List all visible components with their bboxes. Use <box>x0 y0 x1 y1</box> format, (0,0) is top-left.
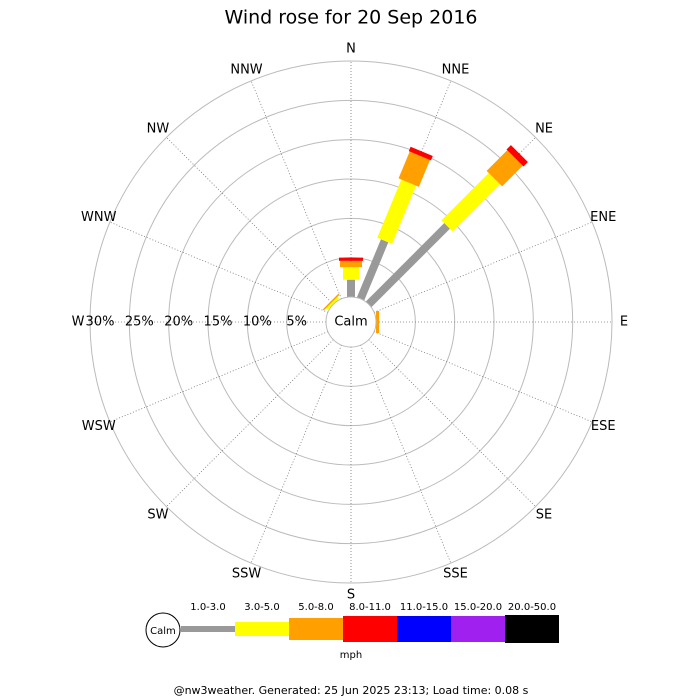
bar-segment <box>343 267 359 280</box>
direction-label: W <box>72 315 85 330</box>
legend-swatch <box>343 616 397 642</box>
legend-label: 15.0-20.0 <box>454 602 502 613</box>
bar-segment <box>376 311 380 333</box>
spoke <box>166 137 334 305</box>
grid-ring <box>89 60 613 584</box>
chart-title: Wind rose for 20 Sep 2016 <box>224 7 477 29</box>
bar-segment <box>325 296 339 310</box>
r-tick-label: 15% <box>204 315 233 330</box>
r-tick-label: 20% <box>164 315 193 330</box>
bar-segment <box>506 145 528 167</box>
bar-segment <box>340 260 362 268</box>
spoke <box>373 221 593 313</box>
direction-label: WSW <box>82 419 116 434</box>
calm-label: Calm <box>334 315 367 330</box>
spoke <box>360 344 452 564</box>
direction-label: ESE <box>591 419 616 434</box>
bar-segment <box>339 257 363 261</box>
direction-label: ENE <box>590 210 616 225</box>
legend-calm-label: Calm <box>150 626 176 637</box>
bar-segment <box>377 179 417 244</box>
legend-swatch <box>181 626 235 632</box>
bar-segment <box>356 239 389 301</box>
r-tick-label: 5% <box>286 315 307 330</box>
legend-label: 1.0-3.0 <box>190 602 225 613</box>
direction-label: NNW <box>230 62 262 77</box>
direction-label: SSW <box>232 567 262 582</box>
direction-label: NNE <box>442 62 470 77</box>
legend-label: 20.0-50.0 <box>508 602 556 613</box>
legend-label: 3.0-5.0 <box>244 602 279 613</box>
spoke <box>250 344 342 564</box>
bar-segment <box>347 279 355 297</box>
grid-ring <box>128 99 574 545</box>
legend-calm <box>145 612 181 648</box>
direction-label: S <box>347 588 355 603</box>
spoke <box>166 339 334 507</box>
bar-segment <box>408 146 433 161</box>
grid-ring <box>168 139 534 505</box>
r-tick-label: 10% <box>243 315 272 330</box>
bar-segment <box>398 151 431 187</box>
legend-swatch <box>505 615 559 643</box>
legend-swatch <box>397 616 451 642</box>
bar-segment <box>486 150 523 187</box>
direction-label: NE <box>535 121 553 136</box>
direction-label: WNW <box>81 210 117 225</box>
footer: @nw3weather. Generated: 25 Jun 2025 23:1… <box>174 684 529 697</box>
unit-label: mph <box>340 650 362 661</box>
direction-label: NW <box>147 121 170 136</box>
legend-swatch <box>289 618 343 640</box>
legend-swatch <box>235 622 289 636</box>
spoke <box>109 221 329 313</box>
bar-segment <box>441 172 501 232</box>
r-tick-label: 30% <box>86 315 115 330</box>
direction-label: SE <box>536 508 552 523</box>
spoke <box>109 331 329 423</box>
spoke <box>373 331 593 423</box>
bar-segment <box>365 223 450 308</box>
bar-segment <box>322 293 340 311</box>
legend-swatch <box>451 616 505 642</box>
r-tick-label: 25% <box>125 315 154 330</box>
direction-label: SSE <box>443 567 468 582</box>
spoke <box>368 339 536 507</box>
direction-label: E <box>620 315 628 330</box>
direction-label: SW <box>147 508 168 523</box>
direction-label: N <box>346 42 356 57</box>
legend-label: 11.0-15.0 <box>400 602 448 613</box>
legend-label: 8.0-11.0 <box>349 602 391 613</box>
legend-label: 5.0-8.0 <box>298 602 333 613</box>
spoke <box>250 80 342 300</box>
calm-circle <box>325 296 377 348</box>
